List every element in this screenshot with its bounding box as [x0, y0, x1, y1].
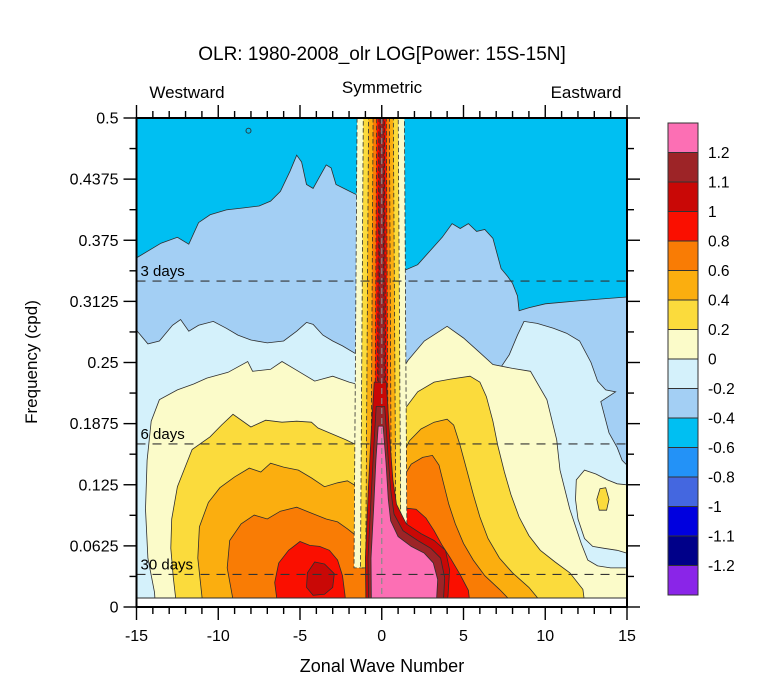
colorbar-box-cyan: [667, 417, 699, 448]
x-tick-label: 5: [459, 628, 468, 645]
colorbar-label: 0: [708, 352, 717, 369]
colorbar-box-maroon: [667, 152, 699, 183]
colorbar-box-darkred: [667, 181, 699, 212]
darkred-west-blob: [306, 561, 335, 596]
y-tick-label: 0.0625: [70, 538, 119, 555]
gold-island: [596, 487, 610, 511]
x-tick-label: -15: [125, 628, 148, 645]
colorbar-box-navy: [667, 535, 699, 566]
center-pink-blob: [370, 425, 439, 598]
paleyellow-island: [575, 469, 627, 554]
colorbar-box-amber: [667, 270, 699, 301]
colorbar-label: 0.6: [708, 263, 730, 280]
colorbar-box-purple: [667, 565, 699, 596]
period-label-3: 30 days: [141, 556, 194, 573]
colorbar-label: 1: [708, 204, 717, 221]
axis-ticks: [123, 105, 640, 620]
colorbar-box-palecyan: [667, 358, 699, 389]
colorbar-label: -0.8: [708, 470, 735, 487]
colorbar-label: -1: [708, 499, 722, 516]
colorbar-label: -1.1: [708, 529, 735, 546]
eastward-label: Eastward: [550, 83, 622, 102]
colorbar-label: -0.6: [708, 440, 735, 457]
y-tick-label: 0.25: [87, 355, 118, 372]
colorbar-box-gold: [667, 299, 699, 330]
colorbar-label: 0.8: [708, 234, 730, 251]
westward-label: Westward: [149, 83, 225, 102]
period-label-1: 3 days: [141, 263, 185, 280]
colorbar-box-blue: [667, 506, 699, 537]
colorbar-label: 1.2: [708, 145, 730, 162]
colorbar-label: -0.4: [708, 411, 735, 428]
colorbar-box-orange: [667, 240, 699, 271]
y-tick-label: 0.3125: [70, 294, 119, 311]
colorbar-box-paleyellow: [667, 329, 699, 360]
colorbar-box-pink: [667, 122, 699, 153]
chart-title: OLR: 1980-2008_olr LOG[Power: 15S-15N]: [198, 44, 566, 65]
y-tick-label: 0.4375: [70, 172, 119, 189]
colorbar-label: 0.2: [708, 322, 730, 339]
x-tick-label: -5: [293, 628, 307, 645]
x-tick-label: -10: [207, 628, 230, 645]
colorbar-label: 1.1: [708, 175, 730, 192]
colorbar-label: -1.2: [708, 558, 735, 575]
colorbar-box-lightblue: [667, 388, 699, 419]
x-tick-label: 10: [536, 628, 554, 645]
colorbar-box-royal: [667, 476, 699, 507]
contour-field: [136, 118, 627, 598]
period-label-2: 6 days: [141, 426, 185, 443]
colorbar-label: -0.2: [708, 381, 735, 398]
y-tick-label: 0.1875: [70, 416, 119, 433]
colorbar-label: 0.4: [708, 293, 730, 310]
colorbar-box-red: [667, 211, 699, 242]
x-axis-title: Zonal Wave Number: [299, 656, 465, 676]
symmetric-label: Symmetric: [341, 78, 423, 97]
y-tick-label: 0.375: [78, 233, 118, 250]
y-tick-label: 0: [110, 600, 119, 617]
y-tick-label: 0.125: [78, 477, 118, 494]
tiny-contour-mark: [245, 127, 252, 134]
y-tick-label: 0.5: [96, 111, 118, 128]
colorbar: 1.2 1.1 1 0.8 0.6 0.4 0.2 0 -0.2 -0.4 -0.6 -0.8 -1 -1…: [667, 122, 735, 596]
x-tick-label: 0: [377, 628, 386, 645]
colorbar-box-dodger: [667, 447, 699, 478]
x-tick-label: 15: [618, 628, 636, 645]
